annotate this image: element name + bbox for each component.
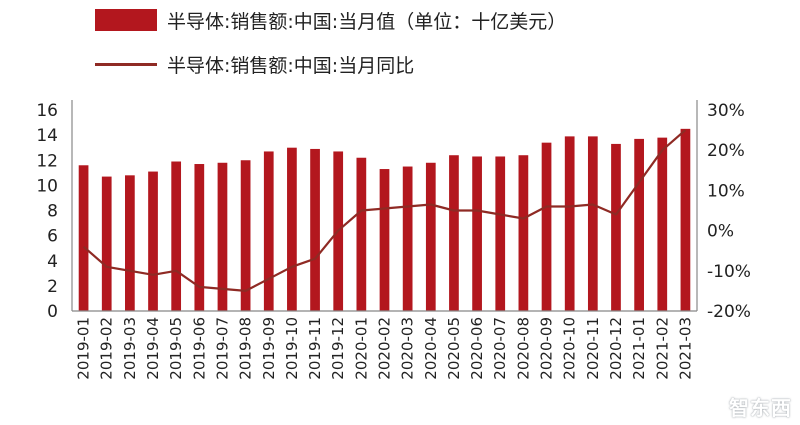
line-series [82,129,687,292]
right-tick-label: 20% [707,141,745,161]
chart-axes [71,100,698,312]
x-tick-label: 2019-04 [144,317,162,380]
legend-label-line: 半导体:销售额:中国:当月同比 [167,54,415,77]
legend-item-line: 半导体:销售额:中国:当月同比 [95,46,414,82]
left-tick-label: 14 [36,126,58,146]
chart-legend: 半导体:销售额:中国:当月值（单位：十亿美元） 半导体:销售额:中国:当月同比 [95,0,755,90]
x-tick-label: 2020-04 [422,317,440,380]
bar [356,157,367,311]
left-tick-label: 8 [47,202,58,222]
left-tick-label: 6 [47,227,58,247]
x-tick-label: 2019-03 [121,317,139,380]
watermark-logo: 智东西 [729,396,792,420]
right-tick-label: -20% [707,302,751,322]
bar [425,162,436,311]
bar [194,164,205,311]
x-tick-label: 2019-08 [237,317,255,380]
bar [171,161,182,311]
x-tick-label: 2019-02 [98,317,116,380]
left-tick-label: 2 [47,277,58,297]
x-axis-ticks: 2019-01 2019-02 2019-03 2019-04 2019-05 2019-… [75,317,695,380]
right-tick-label: -10% [707,262,751,282]
legend-swatch-line [95,62,157,66]
left-tick-label: 0 [47,302,58,322]
right-tick-label: 30% [707,101,745,121]
bar [402,166,413,311]
bar [379,169,390,311]
x-tick-label: 2020-06 [468,317,486,380]
bar-series [78,128,691,311]
bar [240,160,251,311]
x-tick-label: 2019-01 [75,317,93,380]
bar [449,155,459,311]
bar [78,165,89,311]
bar [587,136,598,311]
x-tick-label: 2021-02 [653,317,671,380]
bar [101,176,112,311]
right-tick-label: 0% [707,222,734,242]
bar [148,171,158,311]
right-tick-label: 10% [707,181,745,201]
legend-item-bar: 半导体:销售额:中国:当月值（单位：十亿美元） [95,2,566,38]
legend-swatch-bar [95,9,157,31]
x-tick-label: 2020-10 [561,317,579,380]
bar [634,138,644,311]
bar [680,128,691,311]
bar [472,156,482,311]
bar [495,156,506,311]
left-tick-label: 4 [47,252,58,272]
bar [564,136,575,311]
left-tick-label: 16 [36,101,58,121]
x-tick-label: 2019-06 [190,317,208,380]
left-axis-ticks: 0 2 4 6 8 10 12 14 16 [36,101,58,322]
right-axis-ticks: -20% -10% 0% 10% 20% 30% [707,101,751,322]
x-tick-label: 2019-12 [329,317,347,380]
x-tick-label: 2021-01 [630,317,648,380]
bar [310,148,320,311]
bar [217,162,228,311]
x-tick-label: 2020-11 [584,317,602,380]
x-tick-label: 2019-09 [260,317,278,380]
x-tick-label: 2020-07 [491,317,509,380]
left-tick-label: 12 [36,151,58,171]
bar [125,175,135,311]
bar [541,142,552,311]
x-tick-label: 2020-03 [399,317,417,380]
x-tick-label: 2020-01 [352,317,370,380]
x-tick-label: 2019-05 [167,317,185,380]
bar [263,151,274,311]
left-tick-label: 10 [36,176,58,196]
legend-label-bar: 半导体:销售额:中国:当月值（单位：十亿美元） [167,10,567,33]
x-tick-label: 2020-05 [445,317,463,380]
bar [287,147,297,311]
x-tick-label: 2019-07 [214,317,232,380]
x-tick-label: 2019-10 [283,317,301,380]
bar [518,155,529,311]
x-tick-label: 2020-09 [538,317,556,380]
x-tick-label: 2019-11 [306,317,324,380]
bar [657,137,668,311]
bar [611,143,621,311]
x-tick-label: 2020-08 [514,317,532,380]
x-tick-label: 2020-02 [376,317,394,380]
x-tick-label: 2021-03 [676,317,694,380]
x-tick-label: 2020-12 [607,317,625,380]
